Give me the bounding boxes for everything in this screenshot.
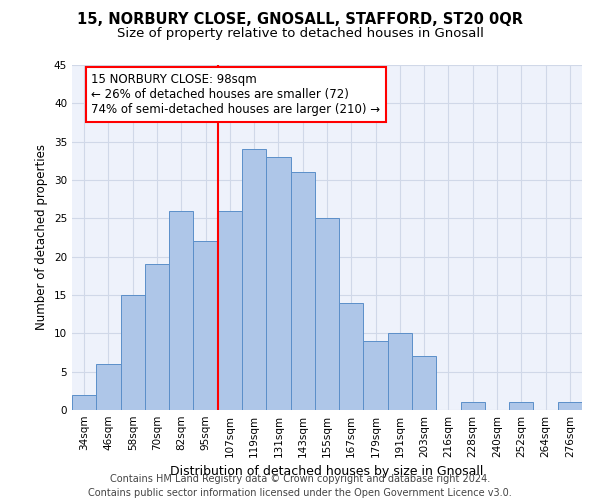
Bar xyxy=(218,210,242,410)
Bar xyxy=(558,402,582,410)
Bar xyxy=(388,334,412,410)
Bar xyxy=(121,295,145,410)
X-axis label: Distribution of detached houses by size in Gnosall: Distribution of detached houses by size … xyxy=(170,466,484,478)
Bar xyxy=(242,150,266,410)
Bar xyxy=(266,157,290,410)
Bar xyxy=(290,172,315,410)
Text: Size of property relative to detached houses in Gnosall: Size of property relative to detached ho… xyxy=(116,28,484,40)
Bar xyxy=(169,210,193,410)
Bar xyxy=(364,341,388,410)
Bar xyxy=(96,364,121,410)
Bar xyxy=(509,402,533,410)
Bar xyxy=(412,356,436,410)
Bar xyxy=(145,264,169,410)
Y-axis label: Number of detached properties: Number of detached properties xyxy=(35,144,49,330)
Text: 15, NORBURY CLOSE, GNOSALL, STAFFORD, ST20 0QR: 15, NORBURY CLOSE, GNOSALL, STAFFORD, ST… xyxy=(77,12,523,28)
Text: 15 NORBURY CLOSE: 98sqm
← 26% of detached houses are smaller (72)
74% of semi-de: 15 NORBURY CLOSE: 98sqm ← 26% of detache… xyxy=(91,72,380,116)
Bar xyxy=(72,394,96,410)
Bar xyxy=(339,302,364,410)
Bar xyxy=(193,242,218,410)
Text: Contains HM Land Registry data © Crown copyright and database right 2024.
Contai: Contains HM Land Registry data © Crown c… xyxy=(88,474,512,498)
Bar xyxy=(315,218,339,410)
Bar xyxy=(461,402,485,410)
